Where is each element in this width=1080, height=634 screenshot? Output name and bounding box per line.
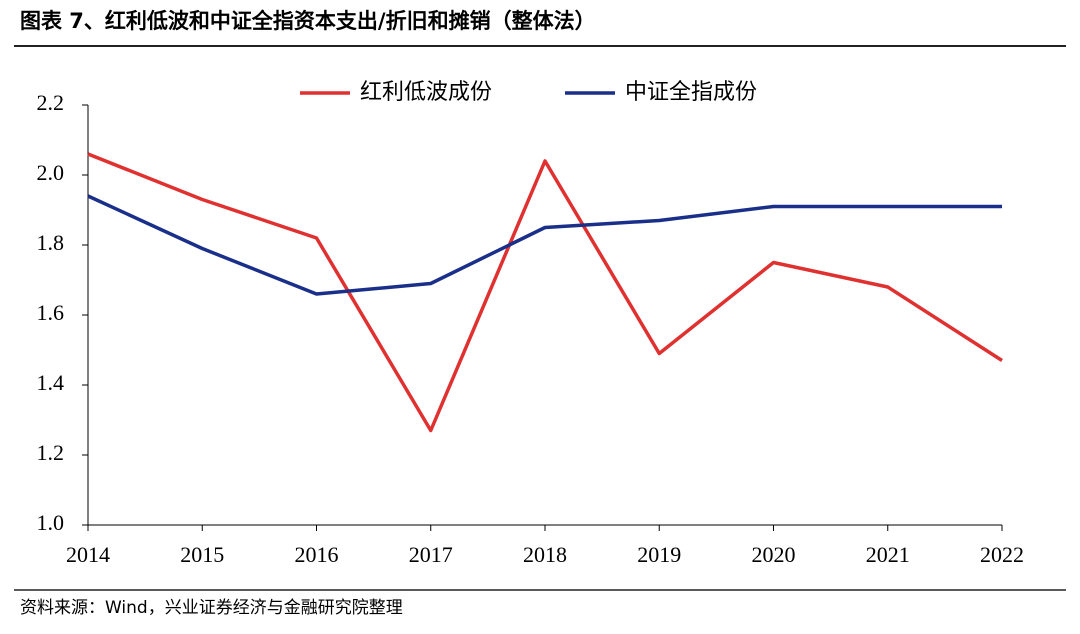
y-tick-label: 1.8 [37,230,65,255]
x-tick-label: 2019 [637,542,681,567]
y-tick-label: 2.0 [37,160,65,185]
y-tick-label: 1.0 [37,510,65,535]
y-tick-label: 2.2 [37,90,65,115]
y-tick-label: 1.6 [37,300,65,325]
source-note: 资料来源：Wind，兴业证券经济与金融研究院整理 [20,598,403,618]
x-tick-label: 2015 [180,542,224,567]
legend-label: 中证全指成份 [625,80,757,105]
x-tick-label: 2022 [980,542,1024,567]
y-tick-label: 1.4 [37,370,65,395]
x-tick-label: 2016 [295,542,339,567]
x-tick-label: 2020 [752,542,796,567]
chart-title: 图表 7、红利低波和中证全指资本支出/折旧和摊销（整体法） [20,9,596,33]
x-tick-label: 2018 [523,542,567,567]
series-line [87,152,1003,433]
x-tick-label: 2021 [866,542,910,567]
x-tick-label: 2017 [409,542,453,567]
series-line [87,194,1002,296]
y-tick-label: 1.2 [37,440,65,465]
x-tick-label: 2014 [66,542,110,567]
legend-label: 红利低波成份 [360,80,492,105]
